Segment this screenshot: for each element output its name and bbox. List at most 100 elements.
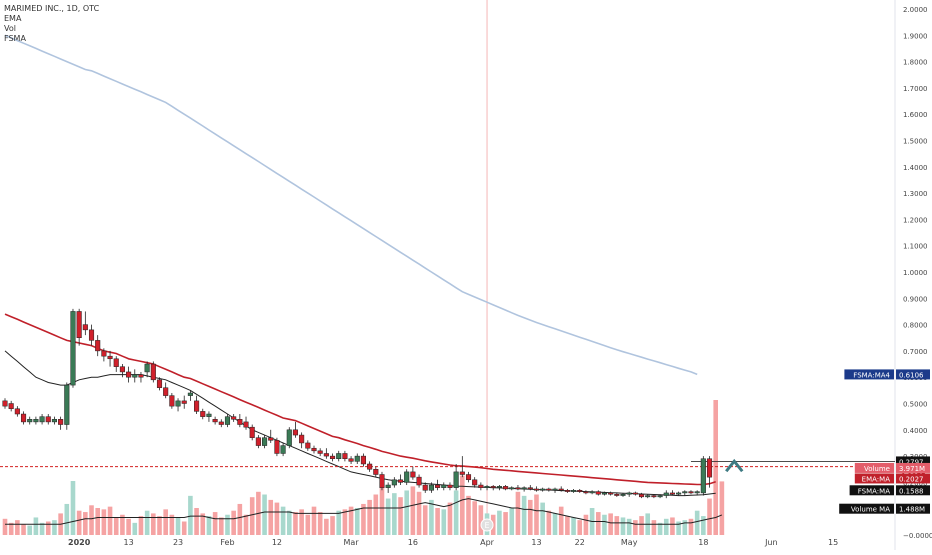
x-tick-label: Jun	[764, 538, 778, 547]
volume-bar	[21, 524, 26, 535]
series-name-text: EMA:MA	[862, 475, 891, 483]
volume-bar	[33, 517, 39, 535]
candle-body	[435, 484, 441, 488]
volume-bar	[509, 508, 515, 535]
candle-body	[231, 416, 237, 420]
candle-body	[218, 421, 224, 425]
y-tick-label: 1.6000	[903, 111, 928, 119]
volume-bar	[212, 512, 218, 535]
candle-body	[614, 493, 620, 496]
candle-body	[533, 488, 540, 491]
candle-body	[51, 419, 57, 423]
volume-bar	[280, 506, 286, 535]
volume-bar	[577, 520, 583, 535]
volume-bar	[676, 521, 681, 535]
x-tick-label: Mar	[344, 538, 360, 547]
volume-bar	[225, 514, 230, 535]
volume-bar	[70, 481, 76, 535]
volume-bar	[194, 508, 199, 535]
x-tick-label: 23	[173, 538, 183, 547]
volume-bar	[552, 513, 558, 535]
y-tick-label: 1.0000	[903, 269, 928, 277]
volume-bar	[620, 517, 626, 535]
candle-body	[441, 484, 447, 488]
volume-bar	[515, 491, 521, 535]
candle-body	[367, 463, 373, 470]
chart-title: MARIMED INC., 1D, OTC	[4, 4, 100, 13]
legend-fsma: FSMA	[4, 34, 26, 43]
candle-body	[2, 400, 8, 407]
candle-body	[336, 453, 342, 459]
candle-body	[601, 492, 608, 495]
series-name-text: Volume MA	[851, 506, 890, 514]
candle-body	[329, 455, 336, 459]
candle-body	[459, 471, 465, 475]
volume-bar	[243, 514, 249, 535]
volume-bar	[169, 514, 175, 535]
volume-bar	[534, 494, 539, 535]
y-tick-label: 1.2000	[903, 216, 928, 224]
candle-body	[286, 429, 292, 446]
volume-bar	[27, 525, 33, 535]
volume-bar	[293, 512, 298, 535]
volume-bar	[336, 510, 342, 535]
series-name-text: FSMA:MA4	[853, 371, 890, 379]
volume-bar	[45, 521, 51, 535]
candle-body	[20, 413, 27, 423]
candle-body	[76, 311, 82, 339]
candle-body	[620, 493, 626, 496]
volume-bar	[262, 494, 267, 535]
candle-body	[317, 450, 323, 454]
volume-bar	[2, 518, 8, 535]
candle-body	[45, 416, 51, 423]
series-name-tag	[849, 485, 894, 496]
legend-ema: EMA	[4, 14, 22, 23]
candle-body	[663, 492, 669, 496]
y-tick-label: 1.9000	[903, 32, 928, 40]
candle-body	[397, 479, 404, 483]
candle-body	[323, 453, 329, 457]
volume-bar	[268, 499, 274, 535]
candle-body	[163, 387, 169, 396]
candle-body	[404, 471, 410, 483]
candle-body	[583, 491, 589, 494]
volume-bar	[231, 510, 236, 535]
candle-body	[558, 488, 564, 491]
candle-body	[113, 358, 119, 367]
series-name-text: Volume	[864, 465, 890, 473]
volume-bar	[76, 510, 82, 535]
volume-bar	[701, 516, 706, 535]
volume-bar	[237, 503, 243, 535]
candle-body	[385, 484, 391, 488]
volume-bar	[663, 518, 669, 535]
candle-body	[484, 486, 490, 488]
volume-bar	[330, 516, 335, 535]
candle-body	[595, 491, 601, 495]
volume-bar	[324, 518, 329, 535]
volume-bar	[188, 495, 193, 535]
volume-bar	[472, 501, 477, 535]
volume-bar	[707, 498, 712, 535]
volume-bar	[354, 508, 360, 535]
legend-vol: Vol	[4, 24, 16, 33]
y-tick-label: 1.7000	[903, 85, 928, 93]
candle-body	[95, 340, 101, 352]
candle-body	[150, 363, 156, 381]
y-tick-label: 1.3000	[903, 190, 928, 198]
candle-body	[274, 440, 280, 454]
candle-body	[626, 492, 632, 495]
candle-body	[706, 458, 713, 478]
candle-body	[101, 350, 107, 357]
price-tag	[896, 456, 930, 467]
candle-body	[632, 492, 638, 495]
candle-body	[82, 324, 88, 331]
candle-body	[552, 488, 558, 491]
candle-body	[156, 379, 163, 388]
candle-body	[212, 419, 218, 423]
series-line	[4, 34, 698, 376]
volume-bar	[64, 503, 70, 535]
volume-bar	[126, 518, 131, 535]
volume-bar	[249, 497, 255, 535]
